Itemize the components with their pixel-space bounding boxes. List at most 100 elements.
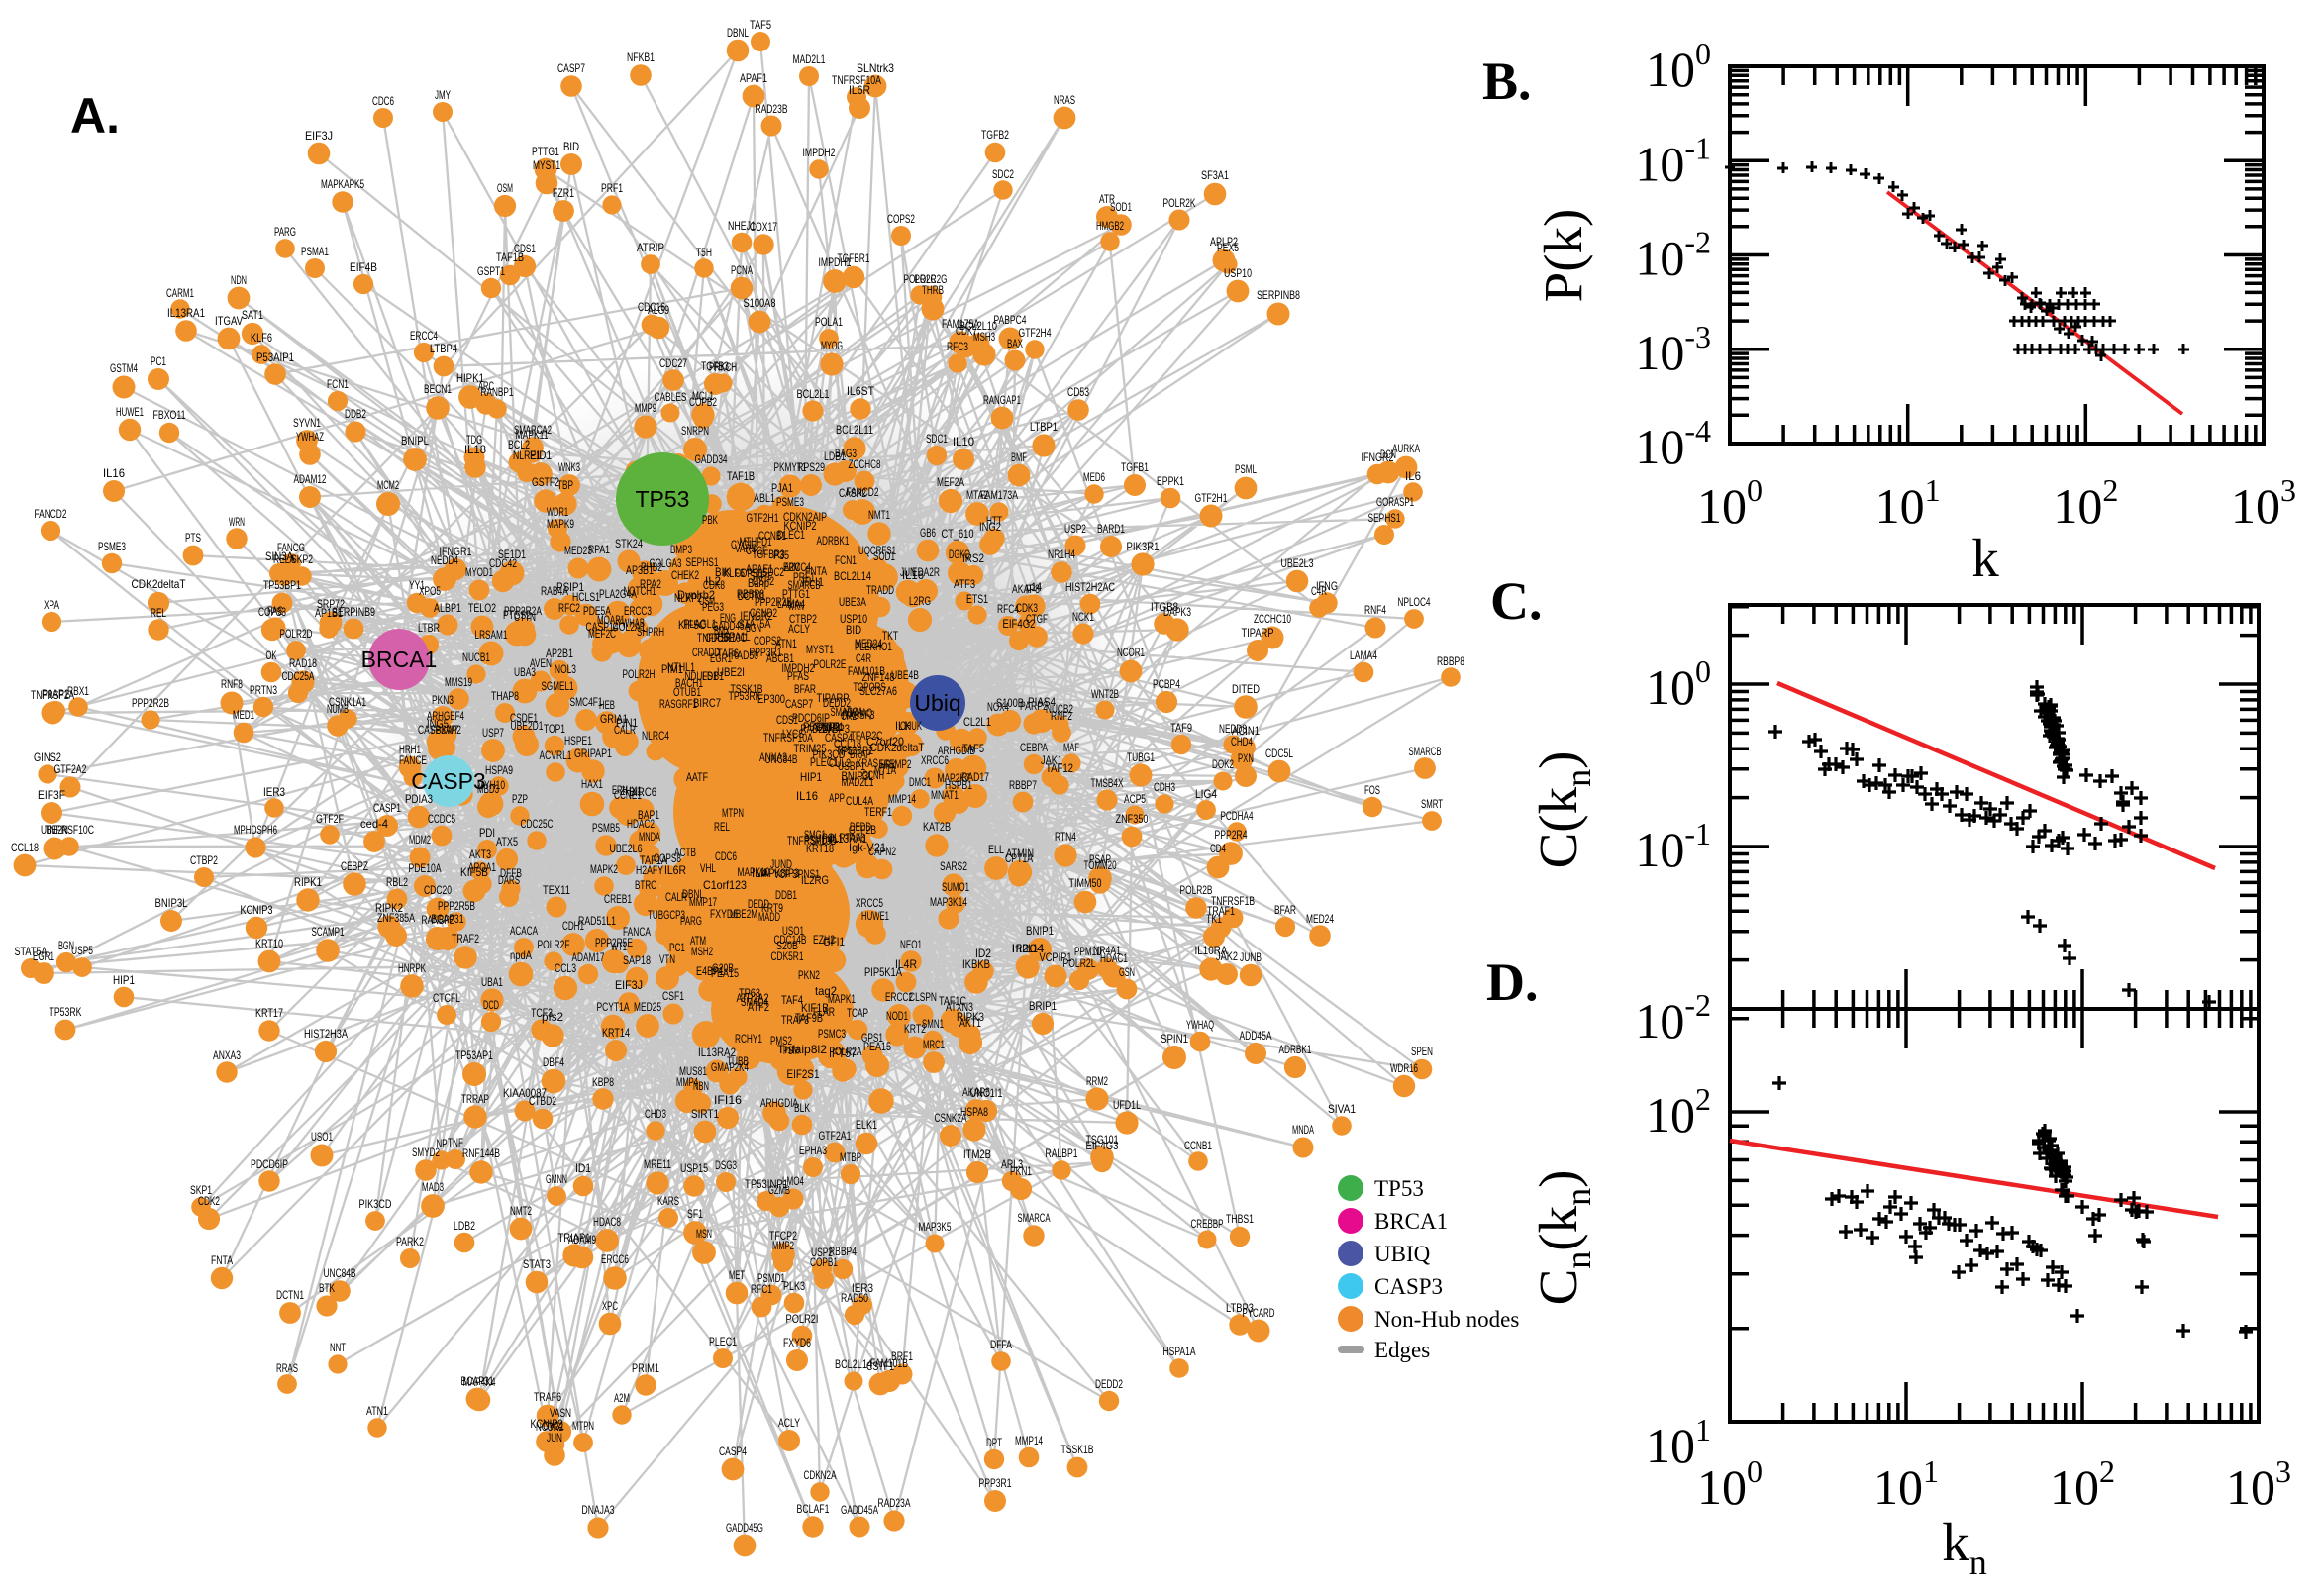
svg-text:Ubiq: Ubiq (914, 690, 960, 716)
svg-text:MBD3: MBD3 (477, 782, 499, 796)
svg-text:NPLOC4: NPLOC4 (1398, 595, 1431, 609)
svg-text:FAM175A: FAM175A (942, 317, 979, 331)
svg-text:TDG: TDG (466, 433, 482, 447)
svg-text:FANCD2: FANCD2 (847, 485, 879, 499)
svg-text:FAM101B: FAM101B (870, 1356, 908, 1370)
svg-text:KLF6: KLF6 (723, 566, 745, 580)
svg-text:SYVN1: SYVN1 (293, 416, 321, 430)
svg-text:TERF1: TERF1 (864, 805, 892, 819)
svg-text:KIF5C: KIF5C (678, 618, 706, 632)
svg-text:RALBP1: RALBP1 (1046, 1147, 1078, 1160)
svg-text:PTTG1: PTTG1 (782, 587, 810, 601)
svg-text:CYC1: CYC1 (731, 538, 753, 551)
svg-text:CASP14: CASP14 (586, 620, 619, 634)
svg-text:NDN: NDN (231, 273, 247, 287)
svg-text:KCNIP2: KCNIP2 (784, 519, 817, 533)
svg-text:CDC25C: CDC25C (521, 817, 554, 831)
svg-text:BMF: BMF (1011, 450, 1027, 464)
svg-text:SRP72: SRP72 (317, 597, 345, 611)
svg-text:EIF2S1: EIF2S1 (787, 1067, 820, 1081)
svg-text:LTBP3: LTBP3 (1226, 1301, 1254, 1315)
svg-text:TOPORS: TOPORS (854, 680, 886, 694)
svg-text:MSH2: MSH2 (691, 945, 713, 958)
svg-text:ERCC6: ERCC6 (601, 1252, 629, 1266)
svg-text:THBS1: THBS1 (1226, 1212, 1254, 1226)
svg-text:POLR2D: POLR2D (280, 627, 313, 641)
svg-text:ING2: ING2 (979, 520, 1001, 534)
svg-text:TP53AP1: TP53AP1 (455, 1048, 493, 1062)
svg-text:LRSAM1: LRSAM1 (475, 628, 508, 642)
svg-text:CDC16: CDC16 (638, 300, 665, 314)
svg-text:MCM2: MCM2 (377, 478, 399, 492)
svg-text:USO1: USO1 (782, 924, 804, 938)
svg-text:MMP14: MMP14 (888, 792, 916, 806)
svg-text:CDS1: CDS1 (514, 242, 536, 255)
svg-text:B.: B. (1482, 51, 1532, 111)
svg-text:EIF3F: EIF3F (38, 788, 65, 802)
svg-text:MED1: MED1 (233, 708, 254, 722)
svg-text:STAT5A: STAT5A (739, 617, 771, 631)
svg-text:PLEC1: PLEC1 (810, 755, 838, 769)
svg-text:ACLY: ACLY (788, 622, 810, 636)
svg-text:SEPHS1: SEPHS1 (686, 555, 719, 569)
svg-text:MAP4K4: MAP4K4 (463, 1375, 496, 1389)
svg-text:JAK2: JAK2 (1216, 949, 1238, 963)
svg-text:RFC4: RFC4 (997, 602, 1019, 616)
svg-text:TFAP2C: TFAP2C (851, 729, 883, 743)
svg-text:FZR1: FZR1 (553, 186, 574, 200)
svg-text:AP2B1: AP2B1 (546, 647, 573, 660)
svg-text:SUMO1: SUMO1 (942, 880, 969, 894)
svg-text:IKBKB: IKBKB (962, 957, 990, 971)
svg-text:UBE2L6: UBE2L6 (610, 842, 643, 855)
svg-text:PMS2: PMS2 (770, 1034, 792, 1047)
svg-text:OSM: OSM (497, 181, 513, 195)
svg-text:CDK5R1: CDK5R1 (771, 949, 804, 963)
svg-text:TP53RK: TP53RK (50, 1005, 82, 1019)
svg-text:NR1H4: NR1H4 (1048, 548, 1075, 561)
svg-text:GADD45G: GADD45G (726, 1521, 763, 1535)
svg-text:SMN1: SMN1 (922, 1017, 944, 1031)
svg-text:MAPK8IP3: MAPK8IP3 (756, 866, 799, 880)
svg-text:MDM2: MDM2 (409, 833, 431, 847)
svg-text:CARM1: CARM1 (166, 286, 194, 300)
svg-text:CCNH: CCNH (862, 768, 884, 782)
svg-text:ADAM12: ADAM12 (294, 472, 327, 486)
svg-text:HAX1: HAX1 (581, 777, 603, 791)
svg-text:CDS1: CDS1 (776, 713, 798, 727)
svg-text:ITM2B: ITM2B (963, 1147, 991, 1161)
svg-text:RBL2: RBL2 (386, 875, 408, 889)
svg-text:UNC84B: UNC84B (324, 1266, 356, 1280)
svg-text:CCDC5: CCDC5 (428, 812, 455, 826)
svg-text:DOK2: DOK2 (1212, 757, 1234, 771)
svg-text:VHL: VHL (700, 861, 716, 875)
svg-text:ACACA: ACACA (510, 924, 538, 938)
svg-text:FANCD2: FANCD2 (35, 507, 67, 521)
svg-text:TGFB3: TGFB3 (701, 359, 729, 373)
svg-text:APP: APP (829, 791, 845, 805)
svg-text:ERCC4: ERCC4 (783, 560, 811, 574)
svg-text:FANCG: FANCG (277, 541, 305, 554)
svg-text:CDC20: CDC20 (424, 883, 452, 897)
svg-text:CASP4: CASP4 (825, 731, 853, 745)
svg-text:MAPK2: MAPK2 (590, 862, 618, 876)
svg-text:PARP2: PARP2 (1020, 699, 1048, 713)
svg-text:FAM101B: FAM101B (848, 664, 885, 678)
svg-text:ACLY: ACLY (778, 1416, 800, 1430)
svg-text:NCK1: NCK1 (1072, 610, 1094, 624)
svg-text:HTT: HTT (986, 514, 1002, 528)
svg-text:PSME3: PSME3 (98, 540, 126, 553)
svg-text:GTF2H1: GTF2H1 (1195, 491, 1228, 505)
svg-text:TCF3: TCF3 (531, 1006, 553, 1020)
svg-text:GRIPAP1: GRIPAP1 (574, 747, 612, 760)
svg-text:GTF2F: GTF2F (316, 812, 344, 826)
svg-text:LDB1: LDB1 (824, 449, 846, 463)
svg-text:RBBP4: RBBP4 (829, 1245, 857, 1258)
svg-text:k: k (1971, 528, 1999, 588)
svg-text:REL: REL (714, 820, 730, 834)
svg-text:PABPC4: PABPC4 (994, 313, 1027, 327)
svg-text:BCL2: BCL2 (508, 438, 530, 451)
svg-text:C(kn): C(kn) (1528, 751, 1598, 869)
svg-text:GTF2A1: GTF2A1 (819, 1129, 852, 1143)
svg-text:TNFRSF10C: TNFRSF10C (45, 823, 94, 837)
svg-text:CHD4: CHD4 (1231, 735, 1253, 748)
